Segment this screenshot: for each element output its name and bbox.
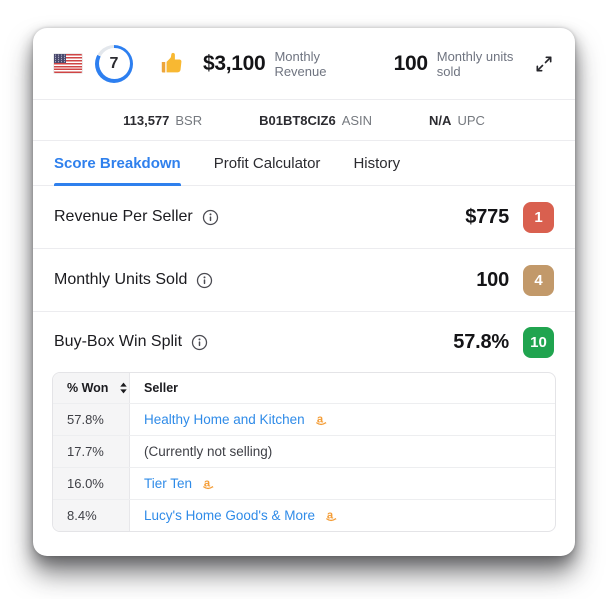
won-header-label: % Won: [67, 381, 109, 395]
score-row-buy-box-win-split: Buy-Box Win Split 57.8% 10: [33, 312, 575, 372]
asin-item: B01BT8CIZ6 ASIN: [259, 113, 372, 128]
seller-header-label: Seller: [144, 381, 179, 395]
amazon-icon[interactable]: a: [324, 508, 339, 523]
score-badge: 1: [523, 201, 554, 233]
score-row-value: 57.8%: [453, 330, 509, 353]
monthly-revenue-metric: $3,100 Monthly Revenue: [203, 49, 368, 79]
monthly-units-metric: 100 Monthly units sold: [394, 49, 534, 79]
expand-icon[interactable]: [534, 54, 554, 74]
us-flag-icon: [54, 54, 82, 73]
monthly-revenue-value: $3,100: [203, 51, 266, 75]
score-badge: 4: [523, 264, 554, 296]
info-icon[interactable]: [196, 272, 213, 289]
sort-icon[interactable]: [119, 382, 128, 394]
tab-profit-calculator[interactable]: Profit Calculator: [213, 154, 321, 172]
seller-row: 8.4% Lucy's Home Good's & More a: [53, 499, 555, 531]
upc-value: N/A: [429, 112, 452, 128]
info-icon[interactable]: [191, 334, 208, 351]
bsr-item: 113,577 BSR: [123, 113, 202, 128]
seller-cell: Healthy Home and Kitchen a: [130, 404, 555, 435]
card-header: 7 $3,100 Monthly Revenue 100 Monthly uni…: [33, 28, 575, 99]
tab-history[interactable]: History: [353, 154, 401, 172]
score-row-label: Buy-Box Win Split: [54, 333, 183, 350]
svg-text:a: a: [204, 477, 211, 489]
seller-link[interactable]: Lucy's Home Good's & More: [144, 508, 315, 523]
svg-text:a: a: [316, 413, 323, 425]
score-ring: 7: [95, 44, 133, 83]
seller-column-header: Seller: [130, 373, 555, 403]
score-row-value: 100: [476, 268, 509, 291]
won-value: 17.7%: [67, 444, 104, 459]
seller-row: 16.0% Tier Ten a: [53, 467, 555, 499]
asin-value: B01BT8CIZ6: [259, 112, 336, 128]
buy-box-sellers-table: % Won Seller 57.8% Healthy Home and Kitc…: [52, 372, 556, 532]
seller-row: 17.7% (Currently not selling): [53, 435, 555, 467]
score-row-label: Monthly Units Sold: [54, 271, 188, 288]
won-cell: 57.8%: [53, 404, 130, 435]
monthly-units-label: Monthly units sold: [436, 48, 514, 79]
thumbs-up-icon: [158, 51, 184, 77]
won-cell: 16.0%: [53, 468, 130, 499]
score-row-label: Revenue Per Seller: [54, 208, 193, 225]
tab-score-breakdown[interactable]: Score Breakdown: [54, 141, 181, 186]
won-value: 8.4%: [67, 508, 97, 523]
seller-cell: Lucy's Home Good's & More a: [130, 500, 555, 531]
table-header-row: % Won Seller: [53, 373, 555, 403]
info-icon[interactable]: [202, 209, 219, 226]
bsr-label: BSR: [175, 112, 203, 128]
score-value: 7: [98, 48, 130, 79]
svg-text:a: a: [327, 509, 334, 521]
asin-label: ASIN: [341, 112, 373, 128]
score-row-revenue-per-seller: Revenue Per Seller $775 1: [33, 186, 575, 249]
amazon-icon[interactable]: a: [314, 412, 329, 427]
won-value: 16.0%: [67, 476, 104, 491]
upc-label: UPC: [457, 112, 485, 128]
seller-row: 57.8% Healthy Home and Kitchen a: [53, 403, 555, 435]
monthly-units-value: 100: [393, 51, 428, 75]
monthly-revenue-label: Monthly Revenue: [274, 48, 327, 79]
score-badge: 10: [523, 326, 554, 358]
seller-link[interactable]: Tier Ten: [144, 476, 193, 491]
tab-bar: Score Breakdown Profit Calculator Histor…: [33, 140, 575, 186]
amazon-icon[interactable]: a: [201, 476, 216, 491]
bsr-value: 113,577: [123, 112, 170, 128]
won-cell: 17.7%: [53, 436, 130, 467]
won-cell: 8.4%: [53, 500, 130, 531]
seller-cell: Tier Ten a: [130, 468, 555, 499]
score-row-value: $775: [465, 205, 509, 228]
score-row-monthly-units-sold: Monthly Units Sold 100 4: [33, 249, 575, 312]
seller-text: (Currently not selling): [144, 444, 273, 459]
product-meta-row: 113,577 BSR B01BT8CIZ6 ASIN N/A UPC: [33, 99, 575, 140]
upc-item: N/A UPC: [429, 113, 485, 128]
won-value: 57.8%: [67, 412, 104, 427]
seller-link[interactable]: Healthy Home and Kitchen: [144, 412, 305, 427]
seller-cell: (Currently not selling): [130, 436, 555, 467]
product-score-card: 7 $3,100 Monthly Revenue 100 Monthly uni…: [33, 28, 575, 556]
won-column-header[interactable]: % Won: [53, 373, 130, 403]
